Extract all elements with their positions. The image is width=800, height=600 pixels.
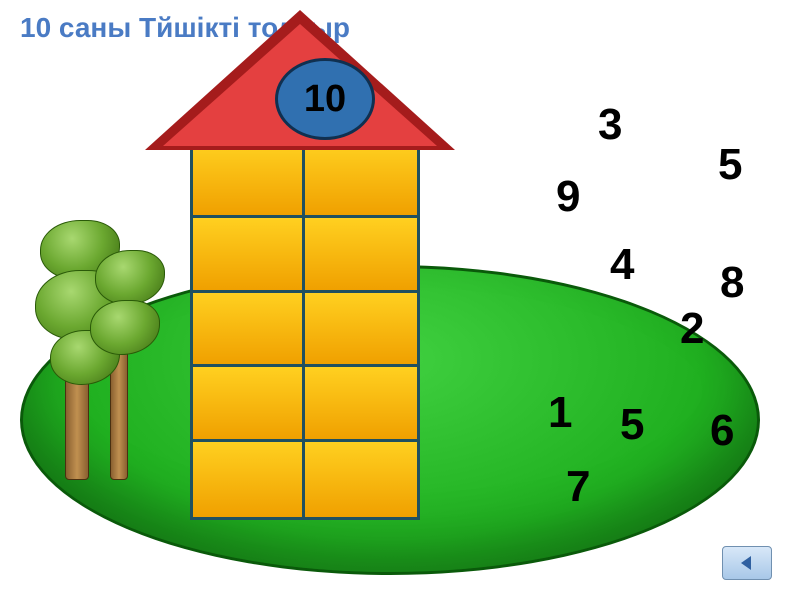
grid-cell[interactable] <box>193 293 305 365</box>
draggable-number[interactable]: 4 <box>610 240 634 290</box>
target-number-badge: 10 <box>275 58 375 140</box>
tree-foliage <box>95 250 165 305</box>
grid-cell[interactable] <box>305 218 417 290</box>
tree-foliage <box>90 300 160 355</box>
grid-row <box>193 367 417 442</box>
grid-cell[interactable] <box>305 143 417 215</box>
draggable-number[interactable]: 9 <box>556 172 580 222</box>
grid-cell[interactable] <box>305 367 417 439</box>
grid-cell[interactable] <box>193 143 305 215</box>
draggable-number[interactable]: 3 <box>598 100 622 150</box>
draggable-number[interactable]: 7 <box>566 462 590 512</box>
grid-cell[interactable] <box>305 293 417 365</box>
scene: 10 <box>0 200 780 580</box>
grid-row <box>193 442 417 517</box>
grid-row <box>193 143 417 218</box>
draggable-number[interactable]: 8 <box>720 258 744 308</box>
draggable-number[interactable]: 1 <box>548 388 572 438</box>
grid-cell[interactable] <box>193 367 305 439</box>
grid-row <box>193 293 417 368</box>
draggable-number[interactable]: 6 <box>710 406 734 456</box>
number-house: 10 <box>170 10 430 540</box>
grid-cell[interactable] <box>305 442 417 517</box>
grid-cell[interactable] <box>193 218 305 290</box>
draggable-number[interactable]: 2 <box>680 304 704 354</box>
draggable-number[interactable]: 5 <box>620 400 644 450</box>
house-grid <box>190 140 420 520</box>
target-number: 10 <box>304 78 346 121</box>
arrow-left-icon <box>737 554 757 572</box>
prev-button[interactable] <box>722 546 772 580</box>
grid-cell[interactable] <box>193 442 305 517</box>
grid-row <box>193 218 417 293</box>
draggable-number[interactable]: 5 <box>718 140 742 190</box>
tree <box>30 220 170 480</box>
